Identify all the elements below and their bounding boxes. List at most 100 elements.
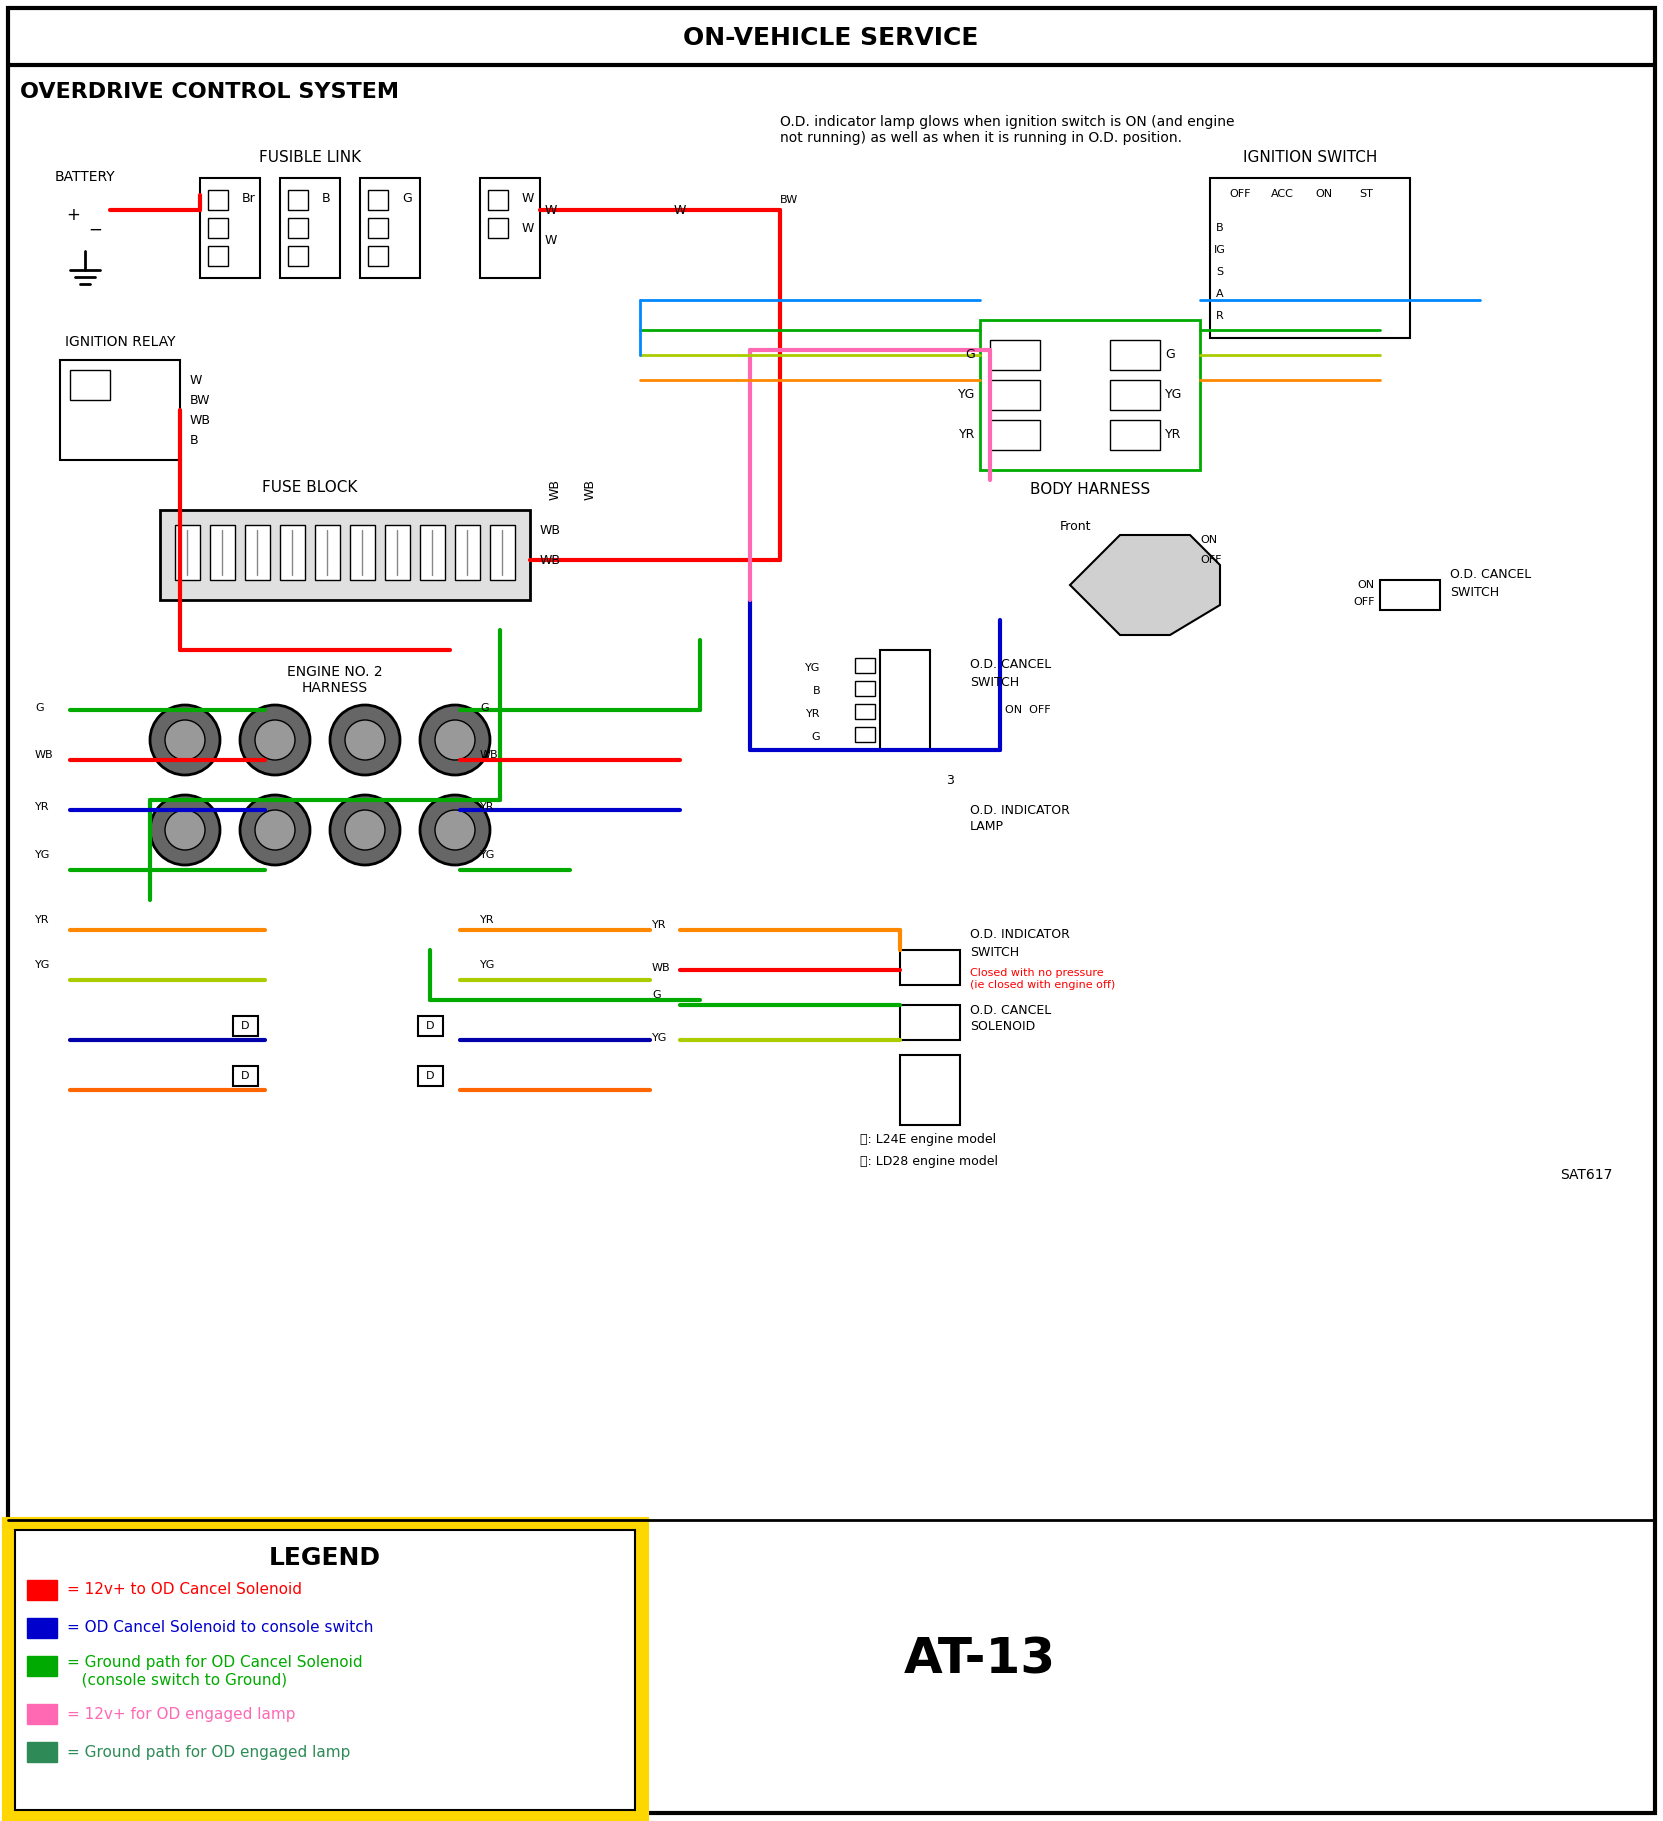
Text: OFF: OFF — [1201, 555, 1222, 565]
Bar — [288, 189, 308, 209]
Text: WB: WB — [652, 963, 670, 972]
Text: G: G — [1166, 348, 1174, 362]
Text: ON-VEHICLE SERVICE: ON-VEHICLE SERVICE — [683, 25, 980, 49]
Bar — [27, 1743, 57, 1763]
Bar — [200, 178, 259, 279]
Text: SAT617: SAT617 — [1560, 1167, 1613, 1182]
Circle shape — [329, 705, 401, 776]
Text: FUSIBLE LINK: FUSIBLE LINK — [259, 151, 361, 166]
Bar — [855, 727, 875, 741]
Text: W: W — [522, 222, 534, 235]
Text: LEGEND: LEGEND — [269, 1546, 381, 1570]
Bar — [989, 421, 1039, 450]
Text: = 12v+ for OD engaged lamp: = 12v+ for OD engaged lamp — [67, 1706, 296, 1721]
Text: BW: BW — [190, 393, 211, 406]
Text: 3: 3 — [946, 774, 955, 787]
Text: YG: YG — [805, 663, 820, 674]
Circle shape — [254, 810, 294, 850]
Bar — [417, 1016, 442, 1036]
Text: −: − — [88, 220, 101, 239]
Text: FUSE BLOCK: FUSE BLOCK — [263, 481, 358, 495]
Bar — [233, 1065, 258, 1085]
Text: WB: WB — [540, 554, 560, 566]
Circle shape — [165, 810, 205, 850]
Circle shape — [344, 719, 386, 759]
Bar — [368, 246, 387, 266]
Bar — [989, 341, 1039, 370]
Circle shape — [254, 719, 294, 759]
Text: YR: YR — [652, 920, 667, 931]
Bar — [368, 189, 387, 209]
Circle shape — [344, 810, 386, 850]
Bar — [15, 1530, 635, 1810]
Text: WB: WB — [584, 479, 597, 501]
Bar — [7, 1522, 644, 1817]
Bar — [487, 189, 507, 209]
Bar — [160, 510, 530, 599]
Text: BATTERY: BATTERY — [55, 169, 115, 184]
Bar — [233, 1016, 258, 1036]
Text: WB: WB — [540, 523, 560, 537]
Text: ⓓ: LD28 engine model: ⓓ: LD28 engine model — [860, 1156, 998, 1169]
Text: AT-13: AT-13 — [905, 1635, 1056, 1684]
Text: YG: YG — [1166, 388, 1182, 401]
Bar — [27, 1581, 57, 1601]
Text: ⓖ: L24E engine model: ⓖ: L24E engine model — [860, 1133, 996, 1147]
Circle shape — [421, 705, 491, 776]
Text: Closed with no pressure
(ie closed with engine off): Closed with no pressure (ie closed with … — [970, 969, 1116, 989]
Bar — [27, 1655, 57, 1675]
Text: W: W — [522, 191, 534, 204]
Bar — [175, 524, 200, 581]
Text: O.D. CANCEL: O.D. CANCEL — [970, 659, 1051, 672]
Text: ON: ON — [1359, 581, 1375, 590]
Text: YR: YR — [805, 708, 820, 719]
Text: G: G — [652, 991, 660, 1000]
Text: IGNITION SWITCH: IGNITION SWITCH — [1242, 151, 1377, 166]
Text: ON: ON — [1315, 189, 1332, 198]
Bar — [456, 524, 481, 581]
Text: A: A — [1216, 290, 1224, 299]
Bar — [487, 219, 507, 239]
Bar — [855, 657, 875, 674]
Text: O.D. INDICATOR: O.D. INDICATOR — [970, 929, 1069, 941]
Text: LAMP: LAMP — [970, 821, 1004, 834]
Text: WB: WB — [190, 413, 211, 426]
Bar — [349, 524, 374, 581]
Text: = OD Cancel Solenoid to console switch: = OD Cancel Solenoid to console switch — [67, 1621, 374, 1635]
Bar — [208, 246, 228, 266]
Text: W: W — [545, 233, 557, 246]
Text: OVERDRIVE CONTROL SYSTEM: OVERDRIVE CONTROL SYSTEM — [20, 82, 399, 102]
Text: O.D. indicator lamp glows when ignition switch is ON (and engine
not running) as: O.D. indicator lamp glows when ignition … — [780, 115, 1234, 146]
Text: B: B — [812, 687, 820, 696]
Text: R: R — [1216, 311, 1224, 320]
Text: SWITCH: SWITCH — [1450, 586, 1498, 599]
Text: SOLENOID: SOLENOID — [970, 1020, 1036, 1034]
Text: YR: YR — [481, 801, 494, 812]
Text: ON  OFF: ON OFF — [1004, 705, 1051, 716]
Bar — [279, 524, 304, 581]
Text: G: G — [481, 703, 489, 714]
Text: D: D — [426, 1022, 434, 1031]
Text: G: G — [35, 703, 43, 714]
Bar — [208, 219, 228, 239]
Circle shape — [329, 796, 401, 865]
Bar — [279, 178, 339, 279]
Bar — [417, 1065, 442, 1085]
Text: O.D. CANCEL: O.D. CANCEL — [970, 1003, 1051, 1016]
Text: YG: YG — [35, 960, 50, 971]
Bar — [1380, 581, 1440, 610]
Text: BW: BW — [780, 195, 798, 206]
Bar — [359, 178, 421, 279]
Circle shape — [239, 705, 309, 776]
Text: D: D — [426, 1071, 434, 1082]
Bar — [880, 650, 930, 750]
Circle shape — [421, 796, 491, 865]
Text: YR: YR — [35, 801, 50, 812]
Text: OFF: OFF — [1229, 189, 1251, 198]
Text: YR: YR — [35, 914, 50, 925]
Text: O.D. CANCEL: O.D. CANCEL — [1450, 568, 1532, 581]
Text: Front: Front — [1059, 521, 1091, 534]
Text: WB: WB — [549, 479, 562, 501]
Bar — [855, 681, 875, 696]
Text: G: G — [402, 191, 412, 204]
